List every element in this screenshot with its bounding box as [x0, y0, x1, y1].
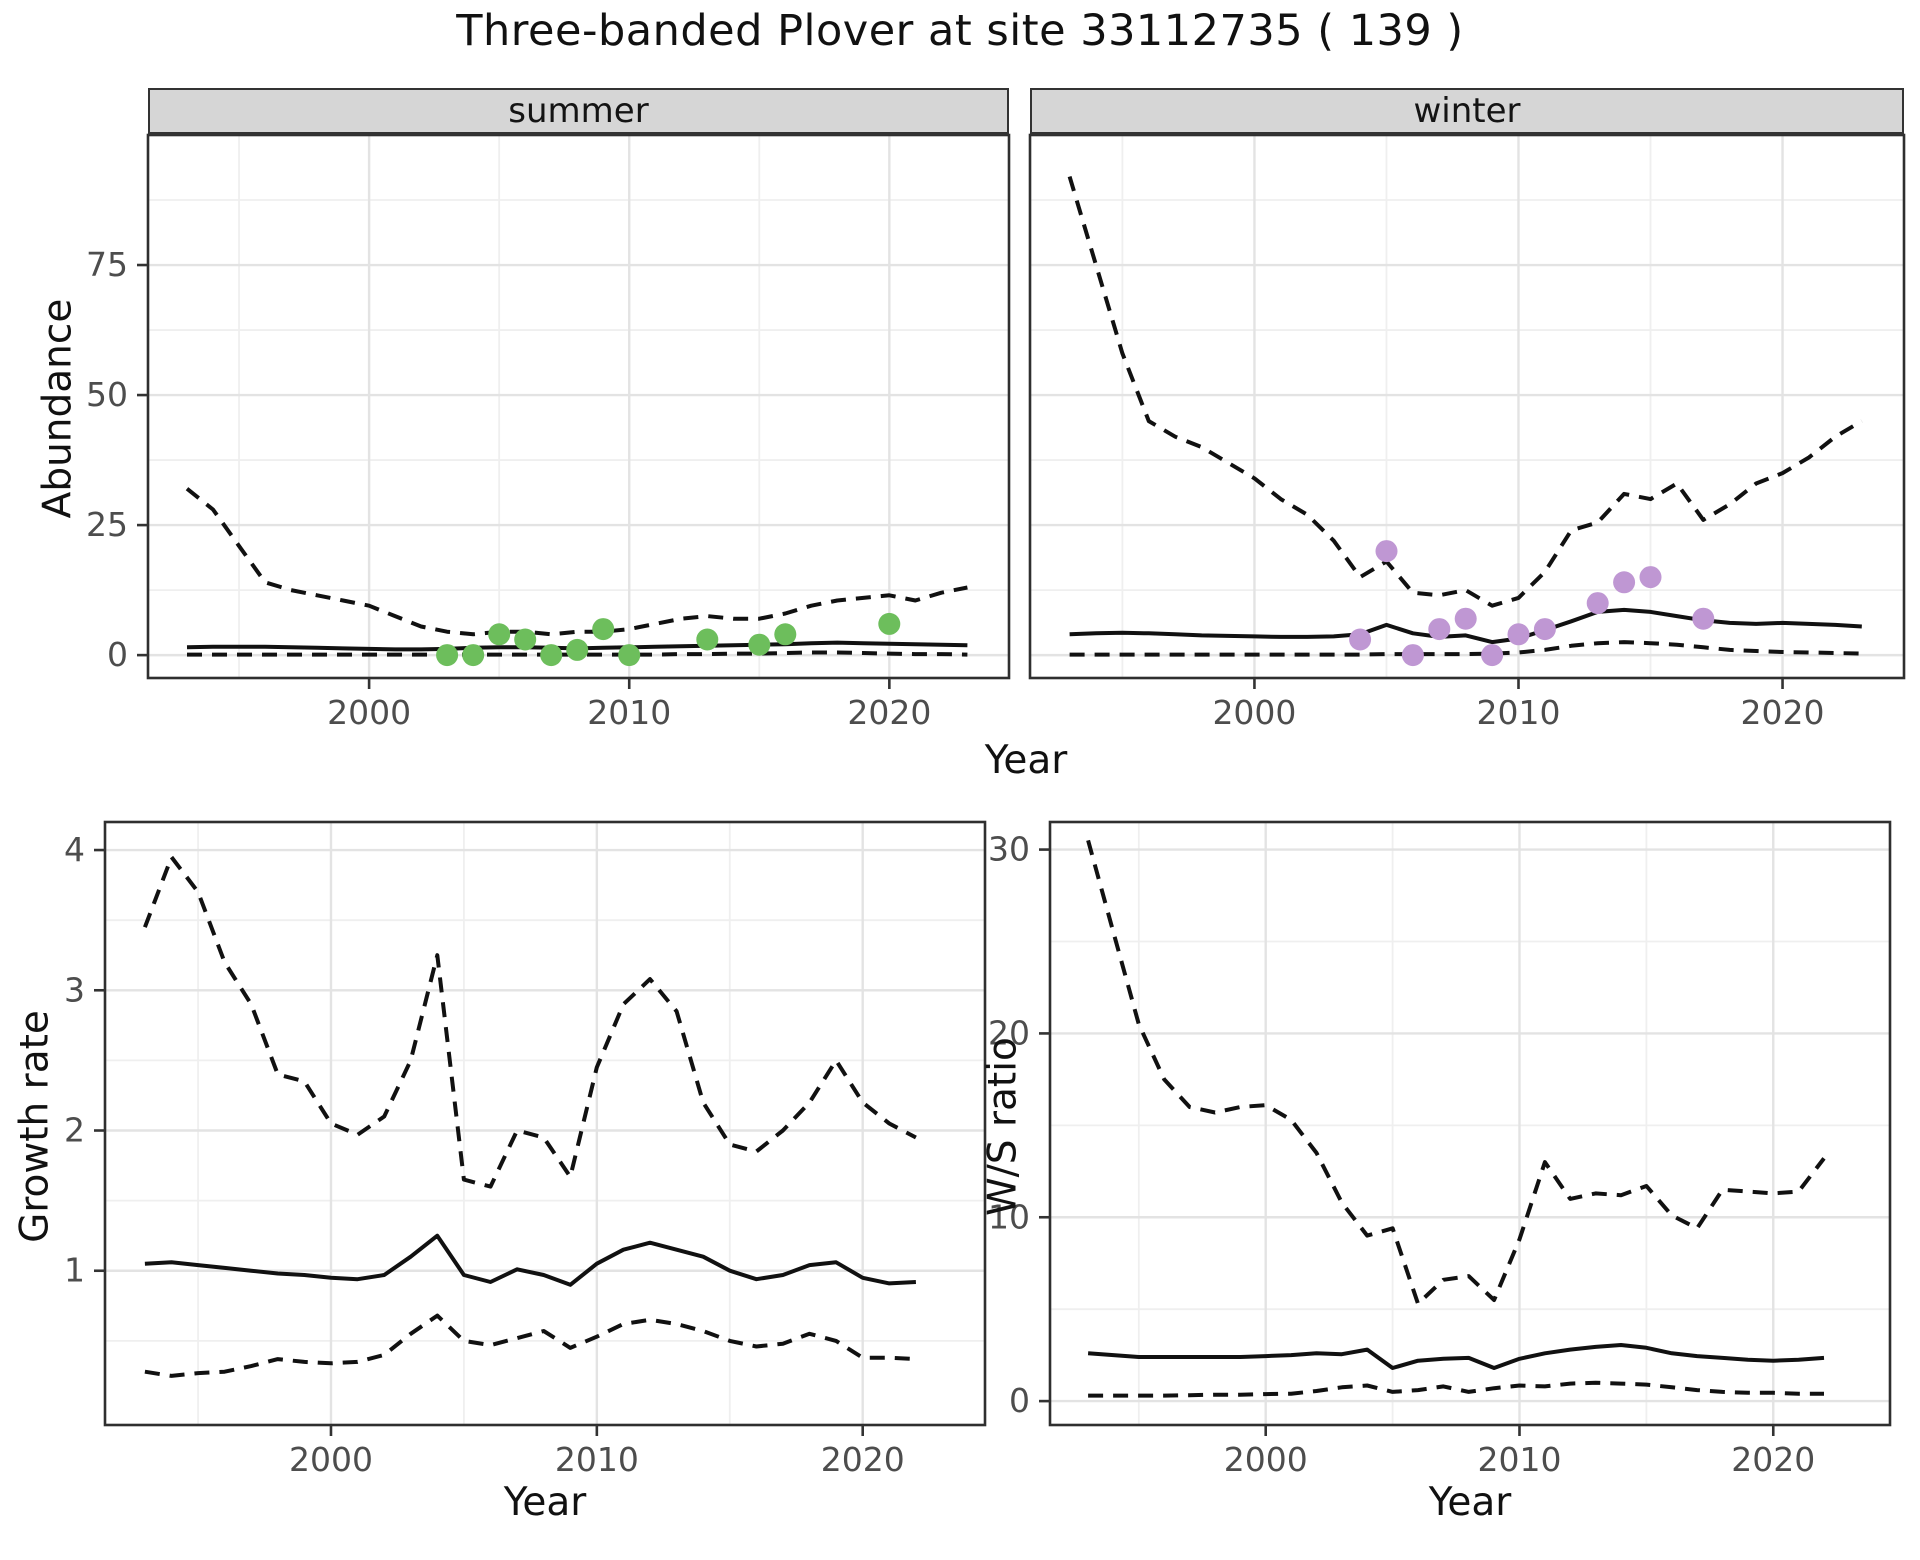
median-line [144, 1233, 917, 1287]
observation-point [1454, 607, 1477, 630]
observation-point [1349, 628, 1372, 651]
observation-point [1428, 618, 1451, 641]
observation-point [1692, 607, 1715, 630]
y-tick-label: 10 [988, 1197, 1030, 1236]
x-tick-label: 2000 [327, 693, 411, 732]
panel-background [105, 822, 985, 1425]
x-tick-label: 2020 [1741, 693, 1825, 732]
observation-point [1613, 571, 1636, 594]
y-tick-label: 75 [86, 245, 128, 284]
x-tick-label: 2000 [1224, 1440, 1308, 1479]
lower-ci-line [1069, 640, 1862, 657]
facet-strip-summer: summer [148, 88, 1009, 135]
chart-title: Three-banded Plover at site 33112735 ( 1… [456, 6, 1464, 56]
panel-background [148, 135, 1009, 678]
lower-ci-line [144, 1313, 917, 1378]
observation-point [488, 623, 511, 646]
panel-background [1030, 135, 1904, 678]
y-tick-label: 3 [64, 970, 85, 1009]
y-tick-label: 2 [64, 1111, 85, 1150]
observation-point [1375, 540, 1398, 563]
x-tick-label: 2020 [1731, 1440, 1815, 1479]
panel-border [146, 133, 1011, 680]
observation-point [566, 638, 589, 661]
observation-point [1507, 623, 1530, 646]
panel-border [103, 820, 987, 1427]
observation-point [1639, 566, 1662, 589]
facet-label-summer: summer [508, 91, 649, 131]
x-tick-label: 2000 [1212, 693, 1296, 732]
panel-border [1028, 133, 1906, 680]
median-line [1087, 1343, 1825, 1370]
y-axis-title-ws-ratio: W/S ratio [980, 1037, 1026, 1216]
upper-ci-line [143, 855, 917, 1189]
panel-background [1050, 822, 1890, 1425]
upper-ci-line [1086, 839, 1826, 1306]
x-tick-label: 2010 [1477, 1440, 1561, 1479]
observation-point [1533, 618, 1556, 641]
y-axis-title-growth-rate: Growth rate [12, 1010, 58, 1243]
observation-point [1401, 644, 1424, 667]
x-tick-label: 2010 [555, 1440, 639, 1479]
observation-point [540, 644, 563, 667]
lower-ci-line [187, 650, 968, 657]
observation-point [748, 633, 771, 656]
observation-point [774, 623, 797, 646]
x-axis-title-year-top: Year [984, 738, 1068, 783]
x-tick-label: 2000 [289, 1440, 373, 1479]
y-tick-label: 50 [86, 375, 128, 414]
y-tick-label: 1 [64, 1251, 85, 1290]
y-tick-label: 30 [988, 830, 1030, 869]
observation-point [592, 618, 615, 641]
y-tick-label: 0 [107, 635, 128, 674]
y-tick-label: 25 [86, 505, 128, 544]
observation-point [878, 612, 901, 635]
y-tick-label: 20 [988, 1013, 1030, 1052]
x-tick-label: 2020 [821, 1440, 905, 1479]
observation-point [514, 628, 537, 651]
median-line [1069, 607, 1862, 645]
y-tick-label: 4 [64, 830, 85, 869]
panel-border [1048, 820, 1892, 1427]
observation-point [618, 644, 641, 667]
x-axis-title-year-bottom-left: Year [503, 1480, 587, 1525]
observation-point [696, 628, 719, 651]
y-tick-label: 0 [1009, 1381, 1030, 1420]
y-axis-title-abundance: Abundance [35, 298, 81, 519]
facet-strip-winter: winter [1030, 88, 1904, 135]
x-tick-label: 2010 [587, 693, 671, 732]
upper-ci-line [185, 487, 968, 637]
observation-point [436, 644, 459, 667]
observation-point [1481, 644, 1504, 667]
observation-point [462, 644, 485, 667]
facet-label-winter: winter [1413, 91, 1521, 131]
x-axis-title-year-bottom-right: Year [1428, 1480, 1512, 1525]
x-tick-label: 2010 [1476, 693, 1560, 732]
observation-point [1586, 592, 1609, 615]
x-tick-label: 2020 [847, 693, 931, 732]
